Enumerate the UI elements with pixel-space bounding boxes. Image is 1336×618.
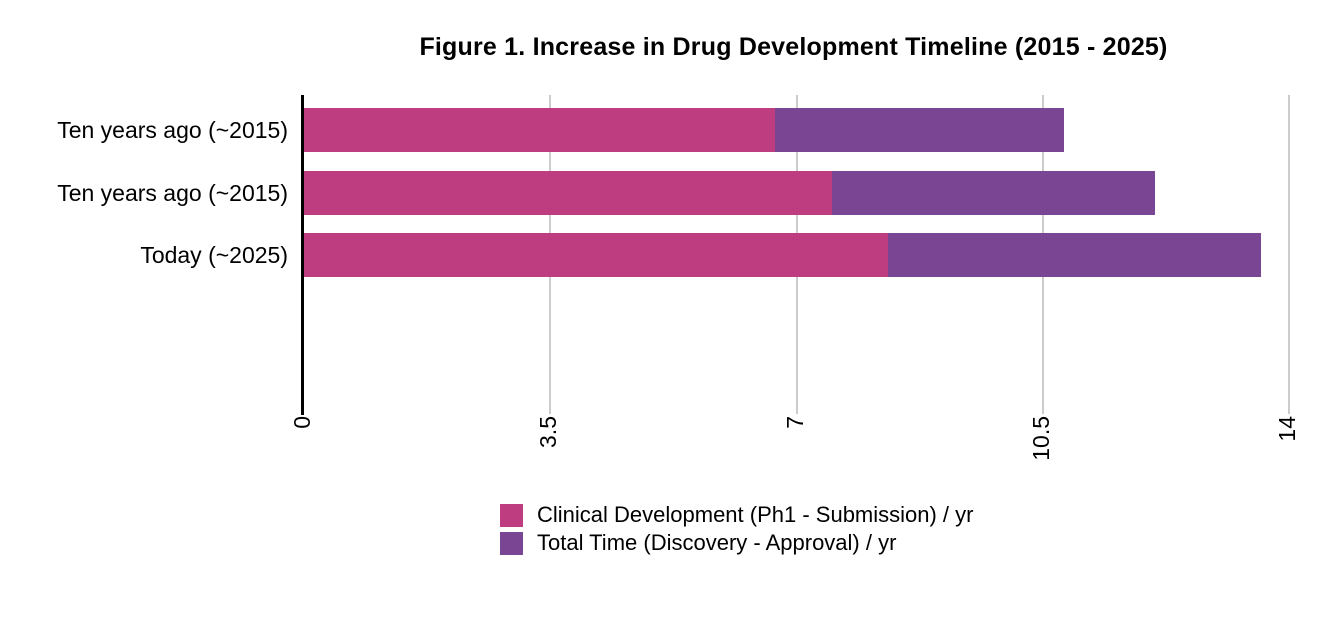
bar-segment-clinical-development xyxy=(304,233,888,277)
x-axis-tick-label: 14 xyxy=(1274,416,1300,442)
x-axis-tick-label: 3.5 xyxy=(535,416,562,448)
chart-title: Figure 1. Increase in Drug Development T… xyxy=(419,33,1168,61)
x-axis-zero-tick xyxy=(301,404,304,415)
bar-segment-clinical-development xyxy=(304,171,832,215)
x-axis-tick-label: 7 xyxy=(781,416,808,429)
legend-item: Clinical Development (Ph1 - Submission) … xyxy=(500,502,974,527)
y-axis-category-labels: Ten years ago (~2015) Ten years ago (~201… xyxy=(0,95,288,404)
bar-segment-total-time xyxy=(775,108,1064,152)
legend-label: Total Time (Discovery - Approval) / yr xyxy=(537,530,897,555)
legend-item: Total Time (Discovery - Approval) / yr xyxy=(500,530,974,555)
bar-segment-total-time xyxy=(831,171,1156,215)
x-axis-tick-label: 0 xyxy=(289,416,315,429)
legend-label: Clinical Development (Ph1 - Submission) … xyxy=(537,502,974,527)
legend-swatch-icon xyxy=(500,503,523,527)
category-label: Ten years ago (~2015) xyxy=(57,117,288,143)
x-axis-tick-label: 10.5 xyxy=(1027,416,1054,461)
bar-row xyxy=(304,233,1289,277)
plot-area xyxy=(301,95,1290,415)
bar-row xyxy=(304,171,1289,215)
legend: Clinical Development (Ph1 - Submission) … xyxy=(500,502,974,555)
gridline xyxy=(1288,95,1290,414)
bar-segment-clinical-development xyxy=(304,108,776,152)
legend-swatch-icon xyxy=(500,531,523,555)
bar-segment-total-time xyxy=(887,233,1261,277)
bar-row xyxy=(304,108,1289,152)
category-label: Ten years ago (~2015) xyxy=(57,180,288,206)
category-label: Today (~2025) xyxy=(140,242,288,268)
